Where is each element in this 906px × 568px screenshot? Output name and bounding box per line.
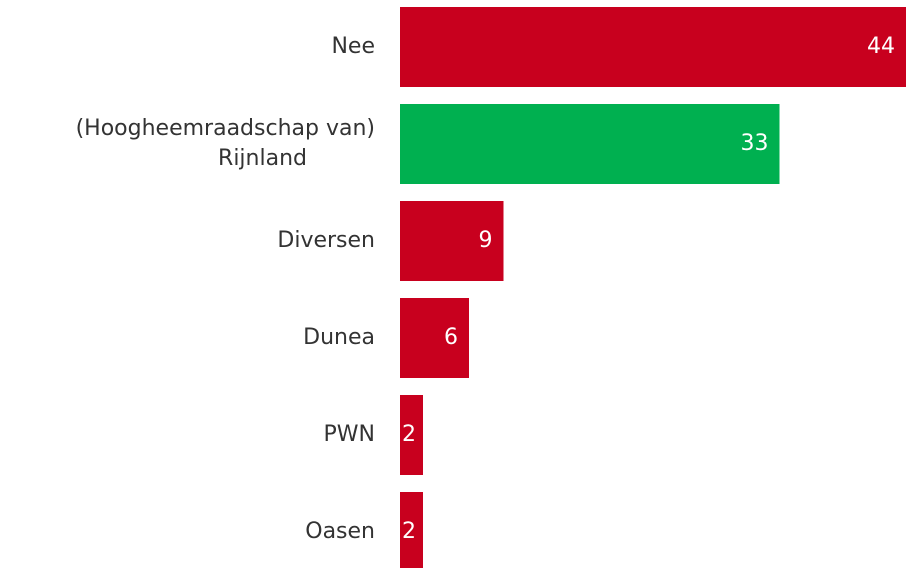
bar <box>400 298 469 378</box>
bar <box>400 7 906 87</box>
value-label: 2 <box>402 422 416 447</box>
category-label: Oasen <box>305 519 375 544</box>
bar <box>400 201 504 281</box>
value-label: 44 <box>867 34 895 59</box>
category-label: (Hoogheemraadschap van) Rijnland <box>76 116 375 171</box>
category-label: Nee <box>331 34 375 59</box>
bar <box>400 492 423 568</box>
value-label: 6 <box>444 325 458 350</box>
bar <box>400 104 780 184</box>
value-label: 33 <box>741 131 769 156</box>
category-label: PWN <box>324 422 375 447</box>
category-label: Diversen <box>277 228 375 253</box>
bar <box>400 395 423 475</box>
value-label: 9 <box>479 228 493 253</box>
category-label: Dunea <box>303 325 375 350</box>
value-label: 2 <box>402 519 416 544</box>
